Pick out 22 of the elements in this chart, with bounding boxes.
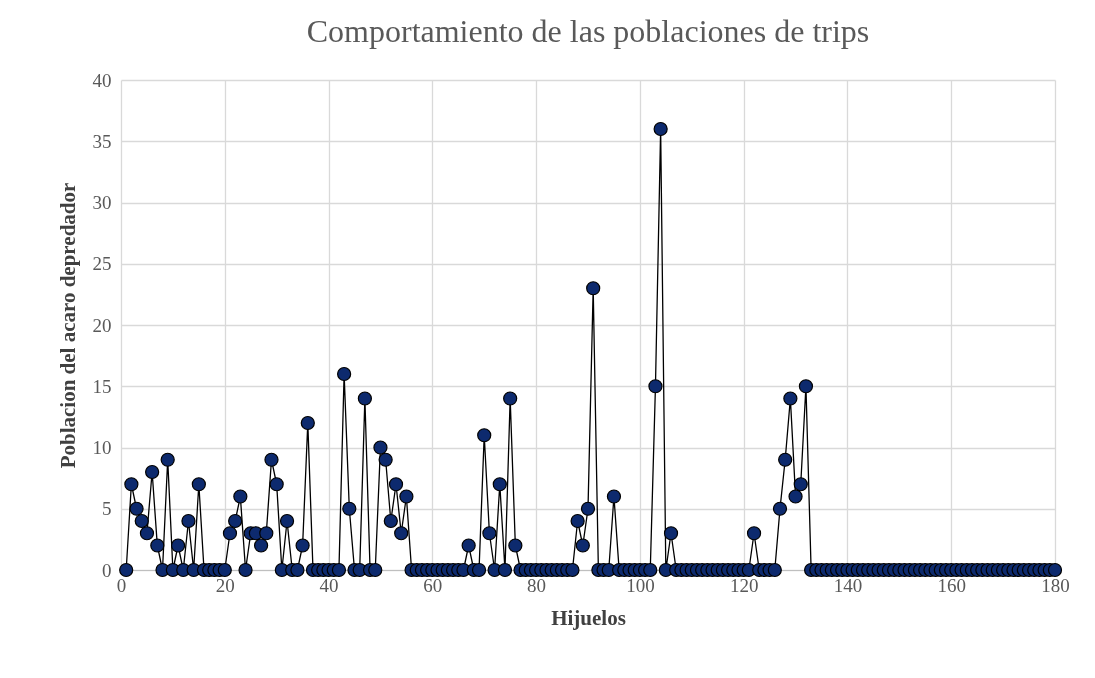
- x-tick-label: 0: [116, 574, 127, 596]
- x-tick-label: 100: [626, 574, 655, 596]
- x-axis-title: Hijuelos: [551, 605, 626, 630]
- x-tick-label: 180: [1041, 574, 1070, 596]
- x-tick-label: 120: [729, 574, 759, 596]
- y-tick-label: 40: [92, 69, 112, 91]
- x-tick-label: 60: [423, 574, 443, 596]
- y-axis-title: Poblacion del acaro depredador: [55, 182, 80, 469]
- x-tick-label: 160: [937, 574, 966, 596]
- x-tick-label: 140: [833, 574, 863, 596]
- y-tick-label: 30: [92, 192, 112, 213]
- chart-title: Comportamiento de las poblaciones de trips: [306, 13, 870, 49]
- y-tick-label: 15: [92, 375, 112, 397]
- x-tick-label: 20: [215, 574, 235, 596]
- x-tick-label: 40: [319, 574, 339, 596]
- y-tick-label: 5: [102, 498, 112, 520]
- x-tick-label: 80: [527, 574, 547, 596]
- y-tick-label: 35: [92, 130, 112, 152]
- y-tick-label: 10: [92, 437, 112, 458]
- y-tick-label: 25: [92, 253, 112, 275]
- y-tick-label: 20: [92, 314, 112, 336]
- y-tick-label: 0: [102, 559, 112, 581]
